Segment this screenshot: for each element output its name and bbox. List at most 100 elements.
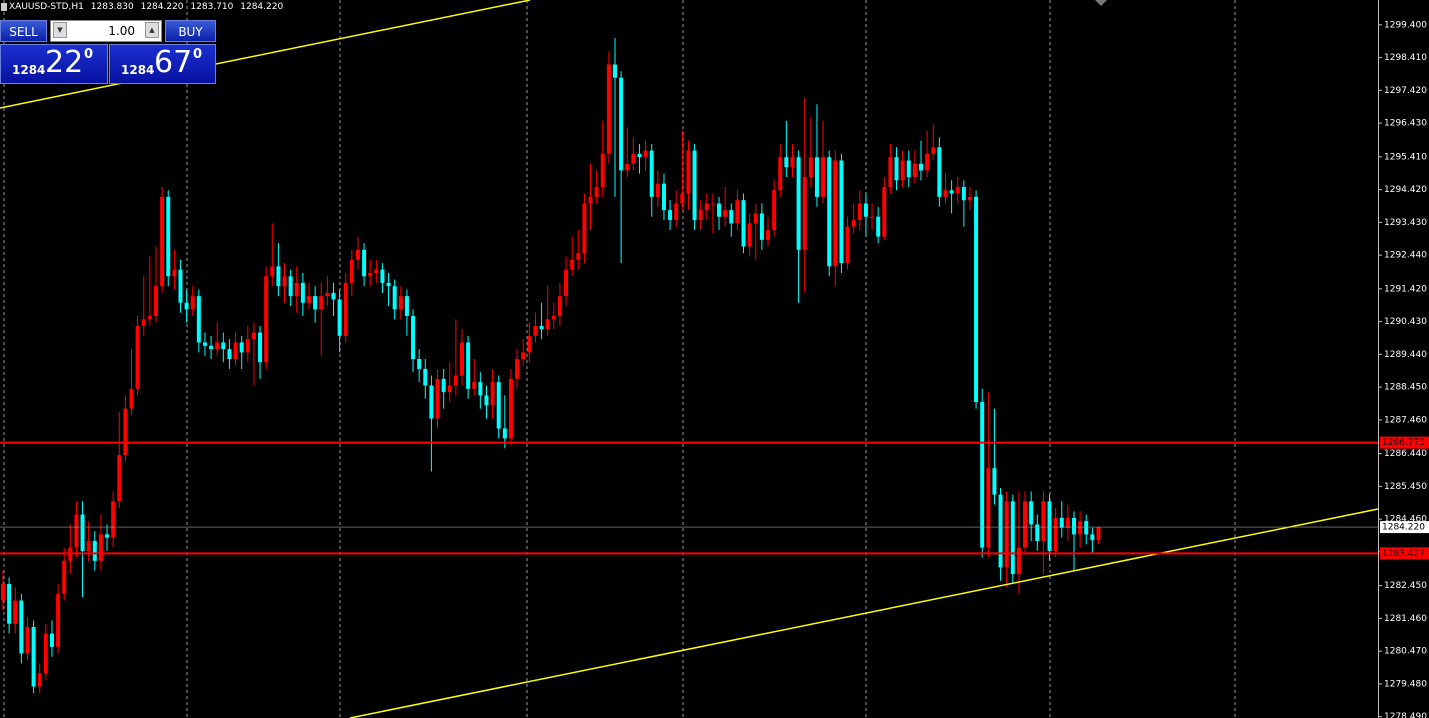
candle-body (123, 408, 128, 455)
candle-body (251, 332, 256, 340)
candle-body (1023, 501, 1028, 548)
bid-quote[interactable]: 1284 22 0 (0, 44, 108, 84)
candle-body (190, 296, 195, 310)
candle-body (894, 157, 899, 181)
candle-body (625, 163, 630, 171)
candle-body (772, 190, 777, 230)
candle-body (863, 203, 868, 217)
candle-body (759, 213, 764, 240)
candle-body (221, 342, 226, 350)
y-tick-label: 1282.450 (1384, 581, 1427, 591)
candle-body (753, 213, 758, 224)
candle-body (704, 203, 709, 211)
level-label: 1283.427 (1382, 549, 1425, 559)
y-tick-label: 1298.410 (1384, 53, 1427, 63)
candle-body (833, 160, 838, 267)
candle-body (857, 203, 862, 221)
ask-quote[interactable]: 1284 67 0 (109, 44, 216, 84)
candle-body (796, 157, 801, 250)
y-tick-label: 1288.450 (1384, 383, 1427, 393)
candle-body (496, 382, 501, 429)
candle-body (808, 157, 813, 178)
candle-body (129, 388, 134, 409)
candle-body (325, 292, 330, 297)
chart-title: XAUUSD-STD,H1 (9, 2, 84, 12)
y-tick-label: 1297.420 (1384, 86, 1427, 96)
candle-body (931, 147, 936, 154)
candle-body (845, 226, 850, 264)
candle-body (698, 210, 703, 221)
candle-body (729, 210, 734, 224)
candle-body (741, 200, 746, 247)
candle-body (1016, 547, 1021, 575)
y-tick-label: 1287.460 (1384, 415, 1427, 425)
candle-body (735, 200, 740, 224)
candle-body (117, 454, 122, 502)
candle-body (937, 147, 942, 197)
candle-body (814, 157, 819, 197)
y-tick-label: 1299.400 (1384, 20, 1427, 30)
candle-body (594, 186, 599, 197)
lot-input[interactable]: 1.00 (50, 20, 162, 42)
candle-body (411, 315, 416, 359)
candle-body (919, 163, 923, 171)
candle-body (447, 385, 452, 393)
candle-body (98, 534, 103, 561)
candle-body (1059, 517, 1064, 528)
bid-big: 1284 (12, 63, 46, 77)
candle-body (545, 319, 550, 330)
candle-body (1047, 501, 1052, 551)
candle-body (912, 163, 917, 178)
candle-body (1096, 527, 1101, 540)
candle-body (472, 382, 477, 389)
candle-body (502, 428, 507, 439)
candle-body (172, 269, 177, 277)
candle-body (435, 378, 440, 419)
y-tick-label: 1280.470 (1384, 647, 1427, 657)
candle-body (925, 153, 930, 171)
candle-body (961, 186, 966, 201)
candle-body (888, 157, 893, 187)
candle-body (533, 325, 538, 336)
candle-body (521, 352, 526, 359)
y-tick-label: 1289.440 (1384, 350, 1427, 360)
candle-body (600, 153, 605, 187)
candle-body (178, 269, 183, 303)
candle-body (227, 349, 232, 359)
y-tick-label: 1281.460 (1384, 614, 1427, 624)
candle-body (710, 203, 715, 205)
candle-body (141, 319, 146, 326)
candle-body (557, 296, 562, 316)
candle-body (49, 633, 54, 647)
candle-body (276, 266, 281, 287)
candle-body (368, 272, 373, 277)
candle-body (184, 302, 189, 310)
lot-up[interactable]: ▲ (145, 22, 159, 38)
candle-body (245, 339, 250, 353)
candle-body (258, 332, 263, 363)
candle-body (655, 183, 660, 197)
header-high: 1284.220 (140, 2, 184, 12)
candle-body (264, 276, 269, 363)
candle-body (1029, 501, 1034, 525)
candle-body (374, 269, 379, 273)
candle-body (1090, 534, 1095, 540)
sell-button[interactable]: SELL (0, 20, 47, 42)
candle-body (998, 494, 1003, 568)
ask-big: 1284 (121, 63, 155, 77)
y-tick-label: 1290.430 (1384, 317, 1427, 327)
candle-body (747, 223, 752, 247)
candle-body (723, 210, 728, 217)
y-tick-label: 1291.420 (1384, 284, 1427, 294)
lot-down[interactable]: ▼ (53, 22, 67, 38)
buy-button[interactable]: BUY (165, 20, 216, 42)
candle-body (717, 203, 722, 217)
candle-body (955, 186, 960, 194)
candle-body (307, 296, 311, 303)
candle-body (13, 600, 18, 624)
y-tick-label: 1284.460 (1384, 515, 1427, 525)
candle-body (680, 193, 685, 204)
candle-body (686, 150, 691, 194)
candle-body (1041, 501, 1046, 541)
candle-body (466, 342, 471, 389)
